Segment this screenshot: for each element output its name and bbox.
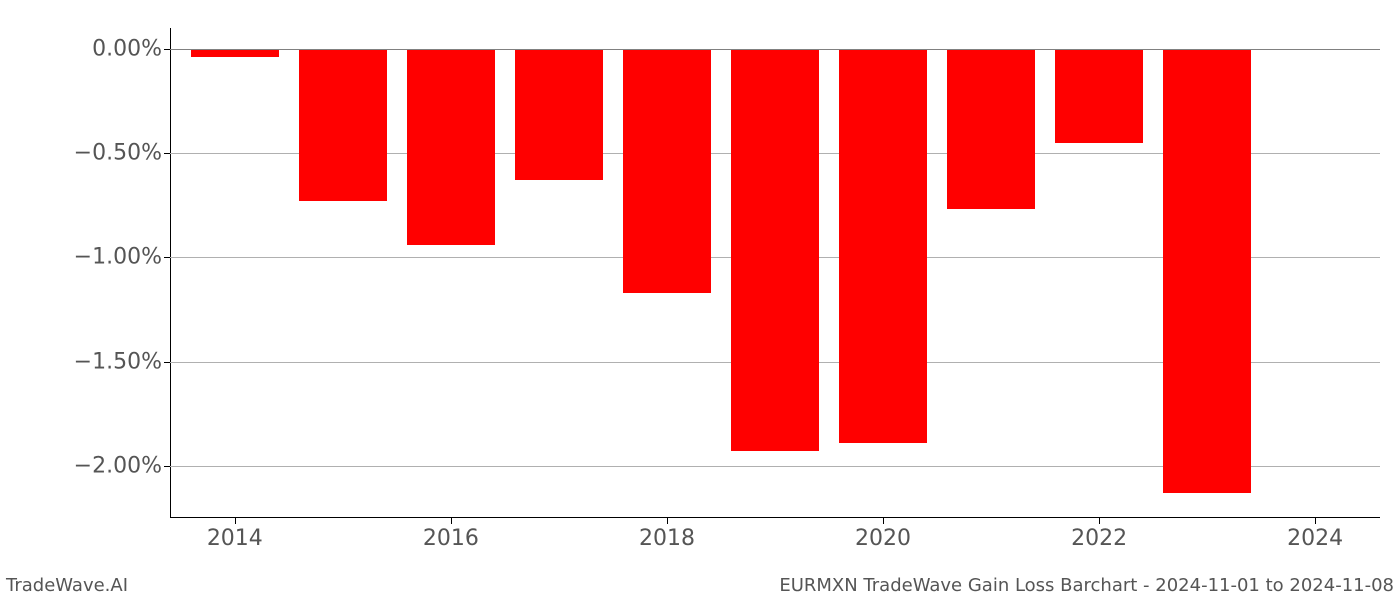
y-tick-label: −2.00% xyxy=(74,453,170,478)
axis-spine-left xyxy=(170,28,171,518)
footer-left-text: TradeWave.AI xyxy=(6,575,128,596)
bar xyxy=(515,49,604,180)
bar xyxy=(299,49,388,201)
x-tick-label: 2014 xyxy=(207,518,263,551)
y-tick-label: −1.00% xyxy=(74,245,170,270)
y-tick-label: 0.00% xyxy=(92,36,170,61)
bar xyxy=(623,49,712,293)
x-tick-label: 2018 xyxy=(639,518,695,551)
x-tick-label: 2020 xyxy=(855,518,911,551)
bar xyxy=(947,49,1036,210)
bar xyxy=(731,49,820,451)
zero-line xyxy=(170,49,1380,50)
chart-container: 0.00% −0.50% −1.00% −1.50% −2.00% 2014 2016 201… xyxy=(0,0,1400,600)
y-tick-label: −1.50% xyxy=(74,349,170,374)
bar xyxy=(407,49,496,245)
bar xyxy=(1163,49,1252,493)
x-tick-label: 2024 xyxy=(1287,518,1343,551)
bar xyxy=(1055,49,1144,143)
y-tick-label: −0.50% xyxy=(74,141,170,166)
plot-area: 0.00%−0.50%−1.00%−1.50%−2.00%20142016201… xyxy=(170,28,1380,518)
x-tick-label: 2022 xyxy=(1071,518,1127,551)
bar xyxy=(191,49,280,57)
bar xyxy=(839,49,928,443)
footer-right-text: EURMXN TradeWave Gain Loss Barchart - 20… xyxy=(779,575,1394,596)
x-tick-label: 2016 xyxy=(423,518,479,551)
axis-spine-bottom xyxy=(170,517,1380,518)
